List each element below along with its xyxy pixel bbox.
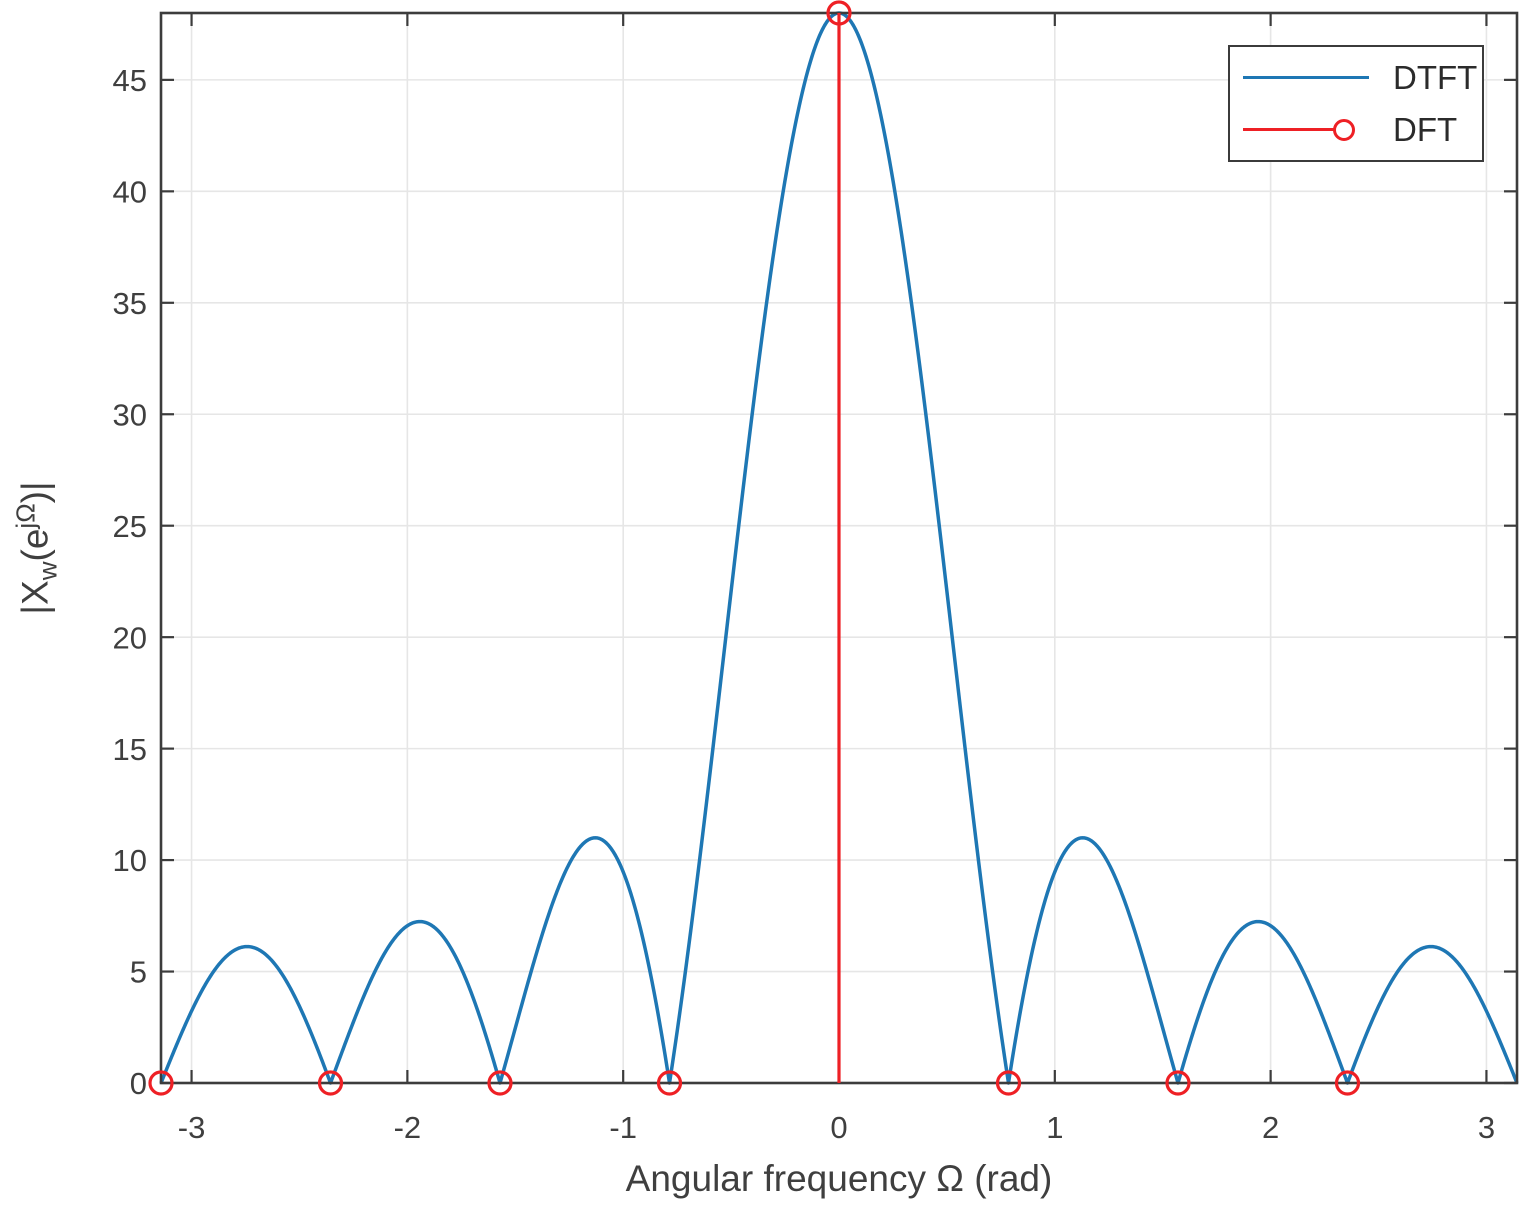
x-tick-label: -3	[178, 1110, 206, 1145]
dft-marker	[148, 1070, 174, 1096]
dft-stem-sample-icon	[1243, 118, 1381, 142]
dft-marker	[487, 1070, 513, 1096]
y-tick-label: 25	[113, 509, 147, 544]
x-tick-label: 2	[1262, 1110, 1279, 1145]
y-tick-label: 5	[130, 955, 147, 990]
x-tick-label: 3	[1478, 1110, 1495, 1145]
x-tick-label: -1	[609, 1110, 637, 1145]
y-tick-label: 0	[130, 1066, 147, 1101]
dft-marker	[995, 1070, 1022, 1096]
y-tick-label: 20	[113, 620, 147, 655]
legend-entry-dtft: DTFT	[1230, 52, 1482, 104]
x-tick-label: -2	[394, 1110, 422, 1145]
legend-label-dtft: DTFT	[1393, 58, 1478, 96]
y-tick-label: 40	[113, 174, 147, 209]
y-tick-label: 30	[113, 397, 147, 432]
dft-marker	[317, 1070, 344, 1096]
y-tick-label: 15	[113, 732, 147, 767]
y-tick-label: 45	[113, 63, 147, 98]
x-axis-label: Angular frequency Ω (rad)	[625, 1158, 1053, 1199]
x-tick-label: 0	[830, 1110, 847, 1145]
dft-marker	[1165, 1070, 1191, 1096]
dft-marker	[1334, 1070, 1361, 1096]
y-tick-label: 10	[113, 843, 147, 878]
x-tick-label: 1	[1046, 1110, 1063, 1145]
legend-entry-dft: DFT	[1230, 104, 1482, 156]
legend-label-dft: DFT	[1393, 110, 1458, 148]
y-axis-label: |Xw(ejΩ)|	[10, 481, 63, 615]
dft-marker	[656, 1070, 683, 1096]
dft-marker	[826, 0, 852, 26]
legend: DTFT DFT	[1228, 45, 1484, 162]
y-tick-label: 35	[113, 286, 147, 321]
dtft-line-sample-icon	[1243, 66, 1381, 90]
